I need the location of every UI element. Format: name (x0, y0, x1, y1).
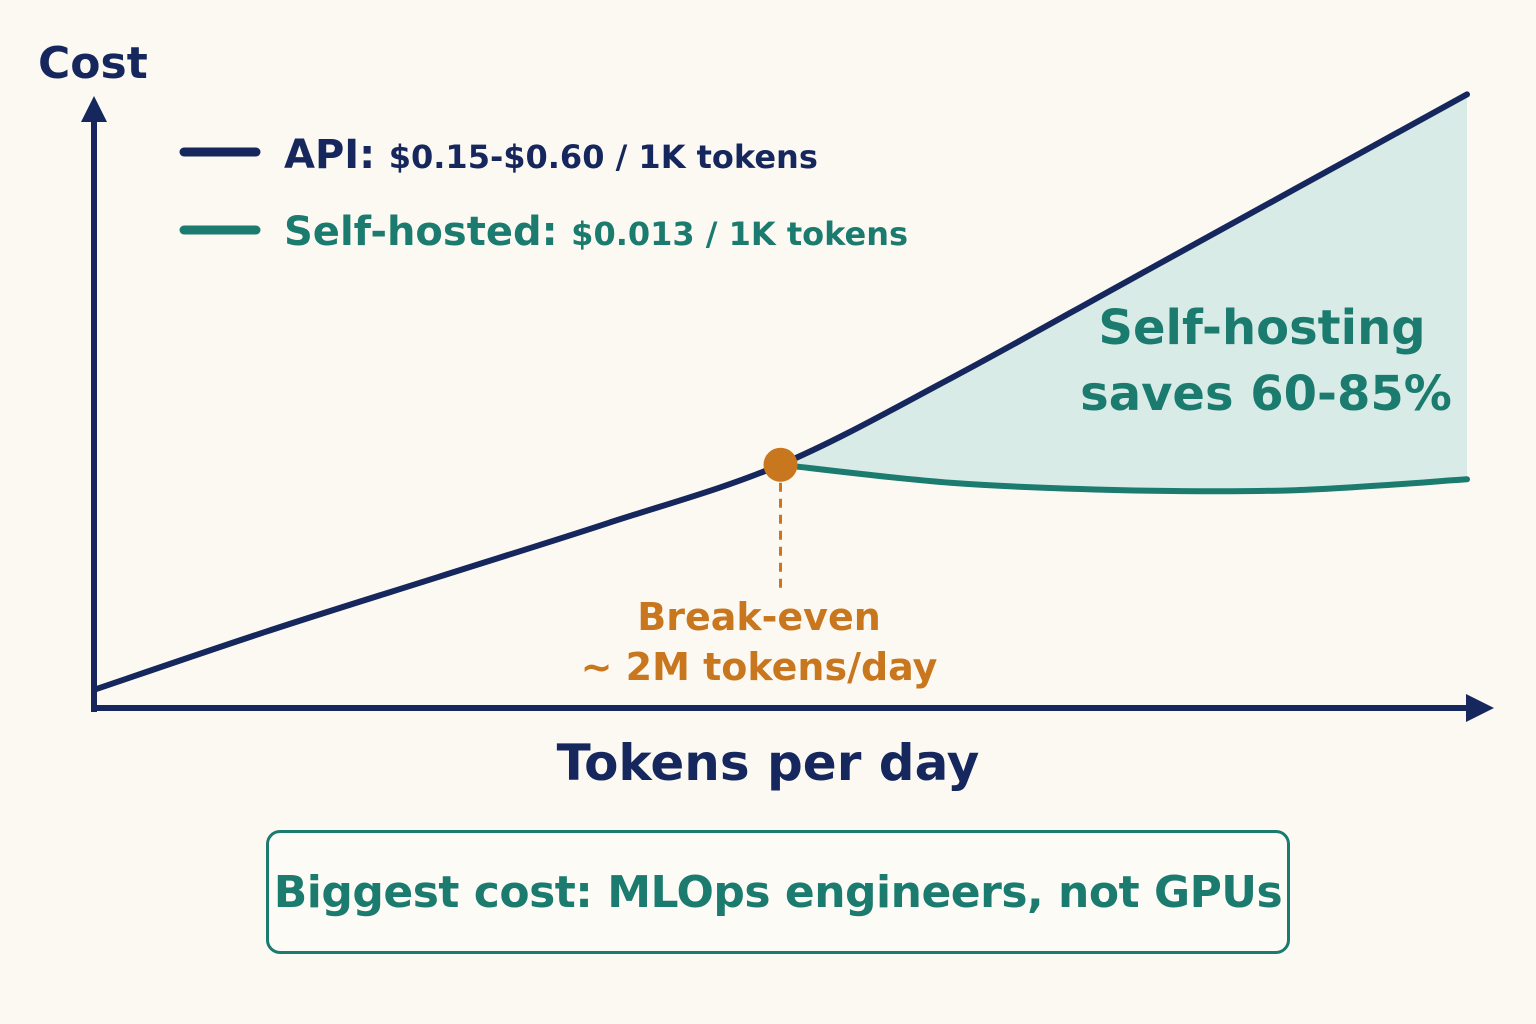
y-axis-arrow-icon (81, 96, 107, 122)
savings-label-line1: Self-hosting (1098, 300, 1425, 356)
breakeven-label-line1: Break-even (637, 595, 881, 639)
savings-label-line2: saves 60-85% (1080, 366, 1452, 422)
legend-name-self-hosted: Self-hosted: (284, 209, 558, 255)
legend-label-self-hosted: Self-hosted: $0.013 / 1K tokens (284, 209, 908, 255)
breakeven-label-line2: ~ 2M tokens/day (581, 645, 938, 689)
takeaway-text: Biggest cost: MLOps engineers, not GPUs (273, 866, 1283, 918)
legend-label-api: API: $0.15-$0.60 / 1K tokens (284, 132, 818, 178)
legend-detail-api: $0.15-$0.60 / 1K tokens (389, 138, 818, 176)
legend-name-api: API: (284, 132, 375, 178)
savings-region (780, 94, 1467, 492)
x-axis-arrow-icon (1466, 694, 1494, 722)
x-axis-label: Tokens per day (557, 734, 980, 792)
takeaway-callout: Biggest cost: MLOps engineers, not GPUs (266, 830, 1290, 954)
y-axis-label: Cost (38, 38, 148, 89)
series-line-self-hosted (777, 461, 1470, 495)
breakeven-point (763, 447, 798, 482)
legend-detail-self-hosted: $0.013 / 1K tokens (571, 215, 908, 253)
